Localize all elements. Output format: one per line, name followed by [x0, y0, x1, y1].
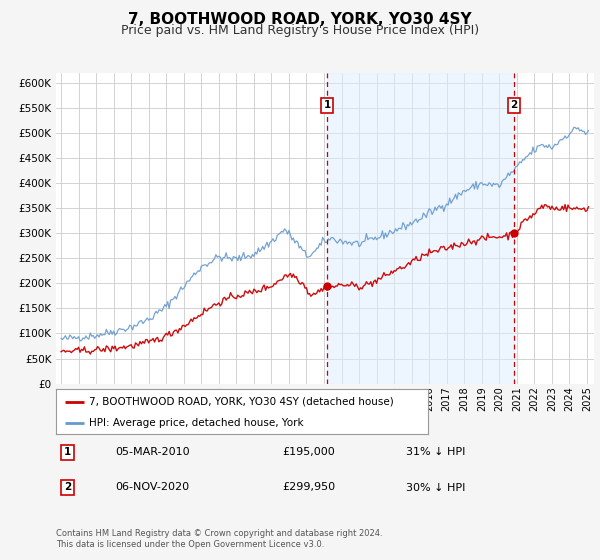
Text: 06-NOV-2020: 06-NOV-2020 — [115, 483, 189, 492]
Text: 31% ↓ HPI: 31% ↓ HPI — [406, 447, 465, 458]
Text: 7, BOOTHWOOD ROAD, YORK, YO30 4SY: 7, BOOTHWOOD ROAD, YORK, YO30 4SY — [128, 12, 472, 27]
Text: 30% ↓ HPI: 30% ↓ HPI — [406, 483, 465, 492]
Text: HPI: Average price, detached house, York: HPI: Average price, detached house, York — [89, 418, 304, 428]
Text: 1: 1 — [323, 100, 331, 110]
Text: 7, BOOTHWOOD ROAD, YORK, YO30 4SY (detached house): 7, BOOTHWOOD ROAD, YORK, YO30 4SY (detac… — [89, 396, 394, 407]
Text: 05-MAR-2010: 05-MAR-2010 — [115, 447, 190, 458]
Text: £195,000: £195,000 — [282, 447, 335, 458]
Text: 1: 1 — [64, 447, 71, 458]
Text: 2: 2 — [64, 483, 71, 492]
Text: Contains HM Land Registry data © Crown copyright and database right 2024.: Contains HM Land Registry data © Crown c… — [56, 529, 382, 538]
Text: This data is licensed under the Open Government Licence v3.0.: This data is licensed under the Open Gov… — [56, 540, 324, 549]
Text: Price paid vs. HM Land Registry's House Price Index (HPI): Price paid vs. HM Land Registry's House … — [121, 24, 479, 36]
Bar — [327, 73, 514, 384]
Text: 2: 2 — [511, 100, 518, 110]
Text: £299,950: £299,950 — [282, 483, 335, 492]
